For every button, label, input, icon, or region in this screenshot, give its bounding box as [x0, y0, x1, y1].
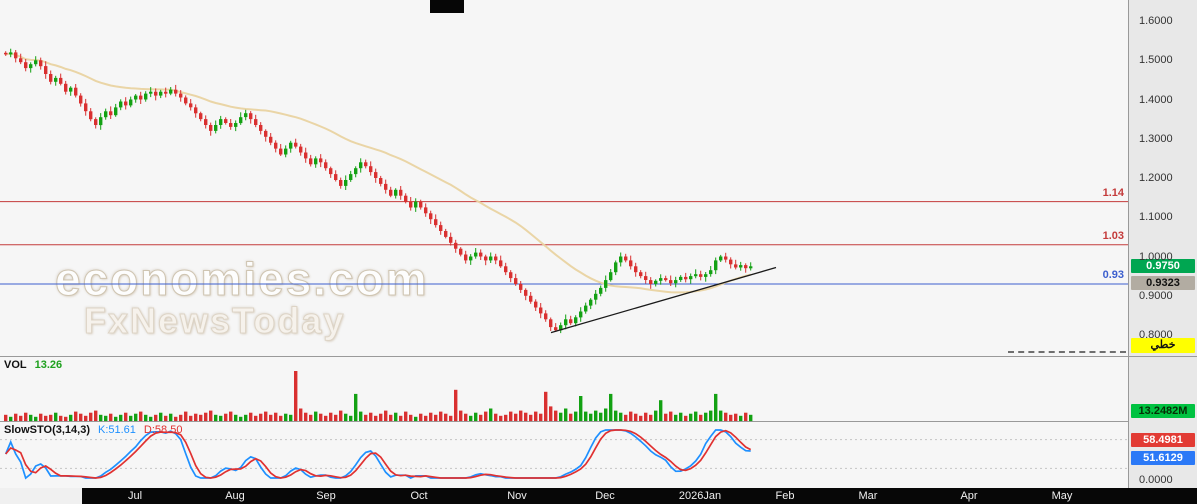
- stochastic-panel[interactable]: SlowSTO(3,14,3) K:51.61 D:58.50: [0, 422, 1128, 488]
- month-label: 2026Jan: [678, 490, 722, 502]
- month-label: Mar: [858, 490, 878, 502]
- volume-panel[interactable]: VOL 13.26: [0, 356, 1128, 422]
- month-label: Apr: [960, 490, 978, 502]
- time-axis[interactable]: Jul Aug Sep Oct Nov Dec 2026Jan Feb Mar Apr May: [0, 488, 1197, 504]
- price-scale-label: 1.2000: [1139, 172, 1173, 184]
- price-scale-label: 1.4000: [1139, 93, 1173, 106]
- price-scale-label: 1.6000: [1139, 15, 1173, 27]
- price-scale-label: 1.3000: [1139, 132, 1173, 145]
- price-scale-label: 0.8000: [1139, 329, 1173, 341]
- stochastic-indicator-label: SlowSTO(3,14,3): [4, 424, 90, 436]
- stochastic-d-label: D:58.50: [143, 424, 183, 436]
- month-label: Aug: [225, 490, 245, 502]
- volume-value-badge: 13.2482M: [1131, 404, 1195, 418]
- stochastic-zero-label: 0.0000: [1139, 474, 1173, 486]
- price-scale-label: 1.0000: [1139, 250, 1173, 263]
- month-label: May: [1051, 490, 1073, 502]
- last-price-badge: 0.9750: [1131, 259, 1195, 274]
- level-label: 0.93: [1102, 268, 1124, 281]
- level-label: 1.14: [1102, 186, 1124, 199]
- price-scale-label: 1.5000: [1139, 54, 1173, 67]
- price-chart-panel[interactable]: economies.com FxNewsToday 1.14 1.03 0.93: [0, 0, 1128, 356]
- month-label: Jul: [127, 490, 143, 502]
- level-label: 1.03: [1102, 229, 1124, 242]
- panel-separator[interactable]: [0, 356, 1197, 357]
- collapsed-panel-dashes[interactable]: [1008, 351, 1126, 353]
- price-scale-label: 1.1000: [1139, 211, 1173, 224]
- stochastic-chart-canvas[interactable]: [0, 422, 1128, 488]
- month-label: Nov: [507, 490, 527, 502]
- volume-indicator-value: 13.26: [34, 359, 63, 371]
- month-label: Feb: [775, 490, 795, 502]
- time-axis-stub: [0, 488, 82, 504]
- candlestick-chart-canvas[interactable]: [0, 0, 1128, 356]
- volume-chart-canvas[interactable]: [0, 357, 1128, 423]
- month-label: Sep: [316, 490, 336, 502]
- stochastic-k-label: K:51.61: [98, 424, 136, 436]
- secondary-price-badge: 0.9323: [1131, 276, 1195, 291]
- stochastic-k-badge: 51.6129: [1131, 451, 1195, 465]
- top-black-box: [430, 0, 464, 13]
- stochastic-d-badge: 58.4981: [1131, 433, 1195, 447]
- volume-indicator-label: VOL: [4, 359, 27, 371]
- price-scale-label: 0.9000: [1139, 289, 1173, 302]
- month-label: Dec: [595, 490, 615, 502]
- month-label: Oct: [410, 490, 428, 502]
- scale-mode-badge[interactable]: خطي: [1131, 338, 1195, 353]
- price-scale[interactable]: 0.9750 0.9323 خطي 13.2482M 58.4981 51.61…: [1128, 0, 1197, 488]
